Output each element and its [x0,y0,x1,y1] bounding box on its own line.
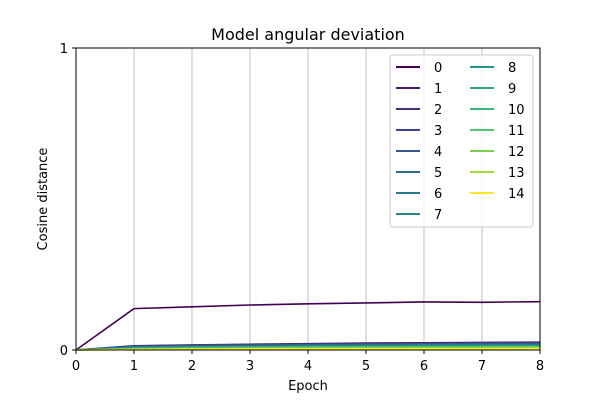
y-axis-ticks: 01 [60,42,76,359]
legend-label-2: 2 [434,103,442,118]
x-axis-label: Epoch [288,379,328,394]
legend-label-14: 14 [508,187,525,202]
y-tick-label-1: 1 [60,42,68,57]
legend-label-13: 13 [508,166,525,181]
x-tick-label-0: 0 [72,359,80,374]
legend-label-7: 7 [434,208,442,223]
legend-label-8: 8 [508,61,516,76]
chart-title: Model angular deviation [211,25,405,44]
legend-label-5: 5 [434,166,442,181]
legend-label-1: 1 [434,82,442,97]
x-tick-label-7: 7 [478,359,486,374]
y-tick-label-0: 0 [60,344,68,359]
x-tick-label-3: 3 [246,359,254,374]
x-tick-label-4: 4 [304,359,312,374]
legend-label-4: 4 [434,145,442,160]
x-axis-ticks: 0 1 2 3 4 5 6 7 8 [72,350,544,374]
legend-label-9: 9 [508,82,516,97]
legend-label-6: 6 [434,187,442,202]
x-tick-label-5: 5 [362,359,370,374]
x-tick-label-6: 6 [420,359,428,374]
series-line-0 [75,300,541,351]
x-tick-label-1: 1 [130,359,138,374]
legend-label-3: 3 [434,124,442,139]
legend-label-11: 11 [508,124,525,139]
x-tick-label-2: 2 [188,359,196,374]
x-tick-label-8: 8 [536,359,544,374]
legend-label-12: 12 [508,145,525,160]
legend-label-10: 10 [508,103,525,118]
legend-label-0: 0 [434,61,442,76]
legend-box [389,54,534,228]
y-axis-label: Cosine distance [36,148,51,251]
